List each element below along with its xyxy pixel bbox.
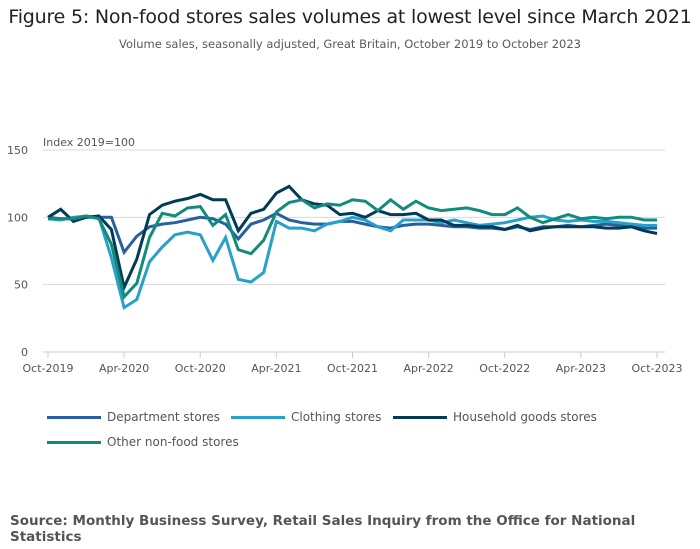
legend-swatch [47,440,101,444]
x-tick-label: Apr-2021 [251,362,301,375]
legend-label: Household goods stores [453,410,597,424]
legend-item-household-goods-stores[interactable]: Household goods stores [393,410,597,424]
x-tick-label: Apr-2022 [403,362,453,375]
series-line-clothing-stores [47,214,657,310]
legend-label: Department stores [107,410,221,424]
x-tick-label: Oct-2020 [175,362,226,375]
series-lines [47,184,658,310]
legend-swatch [47,415,101,419]
series-line-other-non-food-stores [48,197,657,300]
x-axis: Oct-2019 Apr-2020 Oct-2020 Apr-2021 Oct-2021… [23,351,683,375]
x-tick-label: Oct-2022 [479,362,530,375]
chart-subtitle: Volume sales, seasonally adjusted, Great… [119,37,581,51]
chart-title: Figure 5: Non-food stores sales volumes … [8,6,692,28]
legend-swatch [231,415,285,419]
legend-label: Clothing stores [291,410,382,424]
x-tick-label: Oct-2023 [632,362,683,375]
line-chart: Index 2019=100 0 50 100 150 Oct-2019 Apr-202… [7,136,683,375]
x-tick-label: Apr-2023 [556,362,606,375]
y-axis-ticks: 0 50 100 150 [7,144,28,359]
legend-item-clothing-stores[interactable]: Clothing stores [231,410,381,424]
y-axis-label: Index 2019=100 [43,136,135,149]
legend-swatch [393,415,447,419]
legend-item-department-stores[interactable]: Department stores [47,410,220,424]
source-note: Source: Monthly Business Survey, Retail … [10,513,636,545]
y-tick-label: 50 [14,279,28,292]
series-line-household-goods-stores [47,184,658,293]
y-tick-label: 0 [21,346,28,359]
x-tick-label: Oct-2019 [23,362,74,375]
legend-item-other-non-food-stores[interactable]: Other non-food stores [47,435,239,449]
y-tick-label: 150 [7,144,28,157]
legend-label: Other non-food stores [107,435,239,449]
x-tick-label: Oct-2021 [327,362,378,375]
x-tick-label: Apr-2020 [99,362,149,375]
y-tick-label: 100 [7,211,28,224]
